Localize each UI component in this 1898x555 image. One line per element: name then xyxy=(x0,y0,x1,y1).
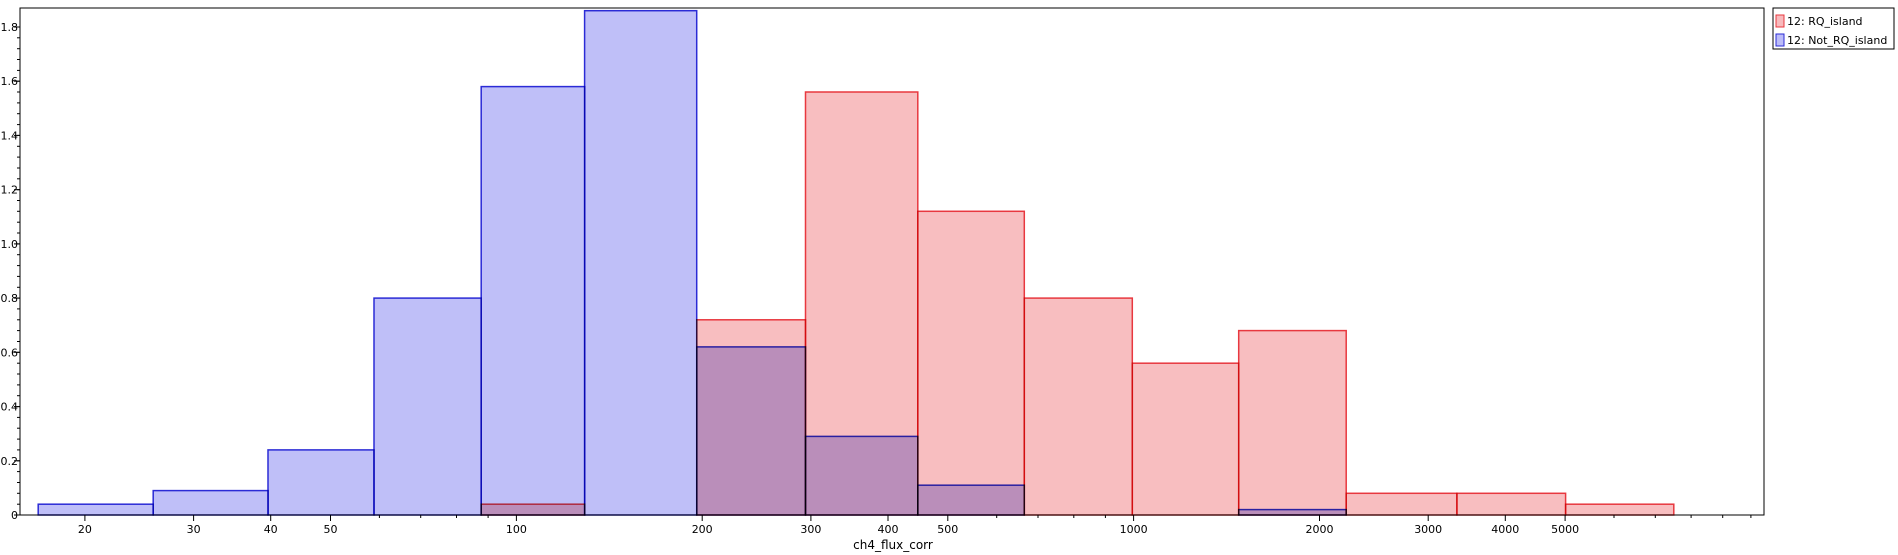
histogram-bar xyxy=(1023,297,1134,516)
histogram-bar xyxy=(1237,329,1347,516)
x-tick-label: 2000 xyxy=(1306,523,1334,536)
series-2 xyxy=(37,9,1347,516)
x-tick-label: 4000 xyxy=(1491,523,1519,536)
y-tick-label: 1.6 xyxy=(1,75,19,88)
y-tick-label: 1.0 xyxy=(1,238,19,251)
histogram-bar xyxy=(1564,503,1675,516)
y-tick-label: 0.8 xyxy=(1,292,19,305)
legend-item: 12: RQ_island xyxy=(1775,14,1863,28)
histogram-bar xyxy=(804,435,919,516)
x-tick-label: 200 xyxy=(692,523,713,536)
histogram-bar xyxy=(583,9,698,516)
legend-label: 12: Not_RQ_island xyxy=(1787,34,1887,47)
x-tick-label: 400 xyxy=(878,523,899,536)
histogram-bar xyxy=(696,346,807,516)
legend-label: 12: RQ_island xyxy=(1787,15,1863,28)
histogram-bar xyxy=(152,489,269,516)
y-tick-label: 0.2 xyxy=(1,455,19,468)
y-tick-label: 0.6 xyxy=(1,346,19,359)
legend-swatch xyxy=(1775,14,1785,28)
histogram-bar xyxy=(1345,492,1458,516)
x-tick-label: 20 xyxy=(78,523,92,536)
histogram-bar xyxy=(480,85,586,516)
x-tick-label: 40 xyxy=(264,523,278,536)
histogram-bar xyxy=(373,297,482,516)
x-tick-label: 1000 xyxy=(1120,523,1148,536)
x-tick-label: 3000 xyxy=(1414,523,1442,536)
legend-item: 12: Not_RQ_island xyxy=(1775,33,1887,47)
histogram-bar xyxy=(917,210,1026,516)
y-tick-label: 1.2 xyxy=(1,184,19,197)
plot-frame xyxy=(19,7,1765,516)
histogram-bar xyxy=(267,449,375,516)
x-axis-title: ch4_flux_corr xyxy=(853,538,933,552)
histogram-bar xyxy=(1456,492,1567,516)
histogram-bar xyxy=(1237,508,1347,516)
histogram-bar xyxy=(37,503,154,516)
legend: 12: RQ_island 12: Not_RQ_island xyxy=(1772,7,1895,50)
legend-frame xyxy=(1772,7,1895,50)
histogram-bar xyxy=(917,484,1026,516)
y-tick-label: 0.4 xyxy=(1,401,19,414)
y-tick-label: 1.4 xyxy=(1,129,19,142)
x-tick-label: 50 xyxy=(324,523,338,536)
y-tick-label: 1.8 xyxy=(1,21,19,34)
x-tick-label: 500 xyxy=(937,523,958,536)
x-tick-label: 300 xyxy=(800,523,821,536)
x-axis: 20 30 40 50 100 200 300 400 500 1000 2000 3000 4000 5… xyxy=(78,515,1752,536)
y-axis: 0 0.2 0.4 0.6 0.8 1.0 1.2 1.4 1.6 1.8 xyxy=(1,21,20,522)
legend-swatch xyxy=(1775,33,1785,47)
bars-layer xyxy=(37,9,1675,516)
x-tick-label: 5000 xyxy=(1551,523,1579,536)
x-tick-label: 30 xyxy=(187,523,201,536)
histogram-bar xyxy=(1131,362,1240,516)
x-tick-label: 100 xyxy=(506,523,527,536)
y-tick-label: 0 xyxy=(11,509,18,522)
